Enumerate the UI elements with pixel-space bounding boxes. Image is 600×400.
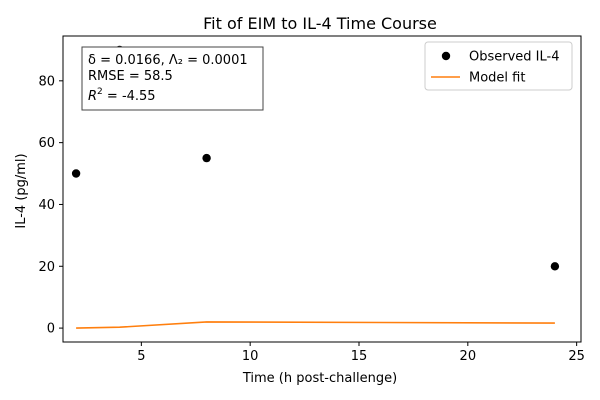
y-tick-label: 80 [38,74,55,89]
annotation-line-rmse: RMSE = 58.5 [88,69,173,84]
y-tick-label: 0 [47,322,55,337]
data-point-observed [71,169,81,178]
data-point-observed [550,262,560,271]
x-tick-label: 5 [137,349,145,364]
y-tick-label: 20 [38,260,55,275]
x-tick-label: 20 [460,349,477,364]
legend-marker-observed [441,51,451,61]
y-tick-label: 40 [38,198,55,213]
legend: Observed IL-4 Model fit [424,41,573,91]
annotation-frame [81,46,264,111]
chart-title: Fit of EIM to IL-4 Time Course [203,14,437,33]
series-line-model-fit [76,321,555,329]
axes-frame [62,35,582,343]
legend-label: Model fit [469,71,525,86]
x-tick-label: 15 [351,349,368,364]
x-tick-label: 10 [242,349,259,364]
legend-frame [424,41,573,91]
annotation-line-params: δ = 0.0166, Λ₂ = 0.0001 [88,53,248,68]
legend-label: Observed IL-4 [469,50,560,65]
x-axis-label: Time (h post-challenge) [242,371,397,386]
y-axis-label: IL-4 (pg/ml) [14,153,29,228]
annotation-line-r2: R2 = -4.55 [88,87,156,104]
y-tick-label: 60 [38,136,55,151]
x-tick-label: 25 [568,349,585,364]
data-point-observed [202,153,211,163]
